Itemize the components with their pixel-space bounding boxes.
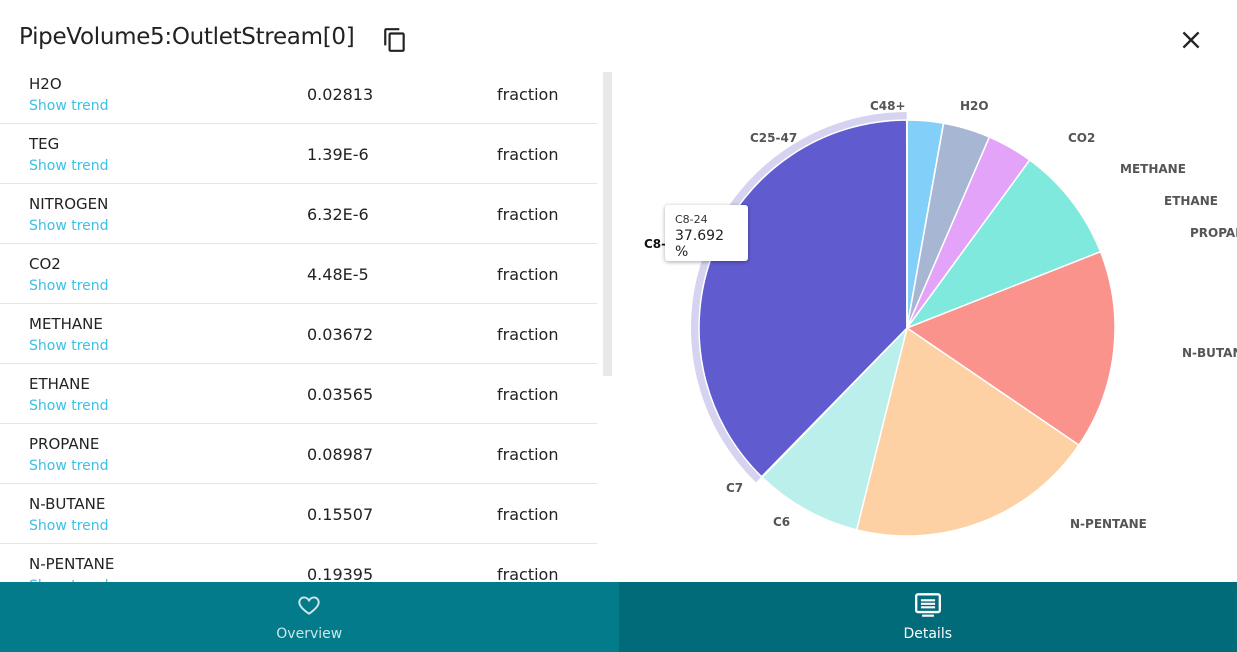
component-value: 0.08987 bbox=[307, 445, 374, 464]
table-row: ETHANE Show trend 0.03565 fraction bbox=[0, 364, 597, 424]
slice-label: N-PENTANE bbox=[1070, 517, 1147, 531]
component-name: N-PENTANE bbox=[29, 555, 115, 573]
component-value: 0.15507 bbox=[307, 505, 374, 524]
show-trend-link[interactable]: Show trend bbox=[29, 338, 109, 354]
dialog-title: PipeVolume5:OutletStream[0] bbox=[19, 24, 355, 50]
component-unit: fraction bbox=[497, 385, 559, 404]
slice-label: ETHANE bbox=[1164, 194, 1218, 208]
show-trend-link[interactable]: Show trend bbox=[29, 98, 109, 114]
component-unit: fraction bbox=[497, 565, 559, 582]
tooltip-label: C8-24 bbox=[675, 213, 708, 226]
table-row: N-PENTANE Show trend 0.19395 fraction bbox=[0, 544, 597, 582]
component-unit: fraction bbox=[497, 505, 559, 524]
slice-label: C7 bbox=[726, 481, 743, 495]
table-row: CO2 Show trend 4.48E-5 fraction bbox=[0, 244, 597, 304]
slice-label: H2O bbox=[960, 99, 989, 113]
table-row: N-BUTANE Show trend 0.15507 fraction bbox=[0, 484, 597, 544]
scrollbar[interactable] bbox=[603, 72, 612, 376]
show-trend-link[interactable]: Show trend bbox=[29, 398, 109, 414]
show-trend-link[interactable]: Show trend bbox=[29, 278, 109, 294]
tab-details-label: Details bbox=[903, 626, 953, 642]
list-detail-icon bbox=[914, 593, 941, 617]
component-unit: fraction bbox=[497, 325, 559, 344]
pie-chart: H2O CO2 METHANE ETHANE PROPANE N-BUTANE N-PENT… bbox=[644, 99, 1237, 537]
show-trend-link[interactable]: Show trend bbox=[29, 458, 109, 474]
component-value: 4.48E-5 bbox=[307, 265, 369, 284]
slice-label: C25-47 bbox=[750, 131, 797, 145]
tab-details[interactable]: Details bbox=[618, 582, 1237, 652]
tab-overview[interactable]: Overview bbox=[0, 582, 619, 652]
show-trend-link[interactable]: Show trend bbox=[29, 158, 109, 174]
component-value: 6.32E-6 bbox=[307, 205, 369, 224]
component-name: CO2 bbox=[29, 255, 61, 273]
table-row: METHANE Show trend 0.03672 fraction bbox=[0, 304, 597, 364]
slice-label: CO2 bbox=[1068, 131, 1095, 145]
slice-label: C8- bbox=[644, 237, 666, 251]
table-row: TEG Show trend 1.39E-6 fraction bbox=[0, 124, 597, 184]
chart-tooltip: C8-24 37.692 % bbox=[665, 205, 748, 261]
table-row: NITROGEN Show trend 6.32E-6 fraction bbox=[0, 184, 597, 244]
component-value: 0.03565 bbox=[307, 385, 374, 404]
component-unit: fraction bbox=[497, 265, 559, 284]
slice-label: C6 bbox=[773, 515, 790, 529]
component-value: 0.19395 bbox=[307, 565, 374, 582]
component-name: METHANE bbox=[29, 315, 103, 333]
show-trend-link[interactable]: Show trend bbox=[29, 518, 109, 534]
component-name: N-BUTANE bbox=[29, 495, 106, 513]
tooltip-value: 37.692 % bbox=[675, 228, 724, 260]
slice-label: METHANE bbox=[1120, 162, 1186, 176]
close-icon[interactable] bbox=[1178, 27, 1204, 53]
table-row: PROPANE Show trend 0.08987 fraction bbox=[0, 424, 597, 484]
component-value: 0.02813 bbox=[307, 85, 374, 104]
component-name: ETHANE bbox=[29, 375, 90, 393]
tab-overview-label: Overview bbox=[276, 626, 343, 642]
component-name: H2O bbox=[29, 75, 62, 93]
slice-label: N-BUTANE bbox=[1182, 346, 1237, 360]
component-unit: fraction bbox=[497, 85, 559, 104]
component-name: PROPANE bbox=[29, 435, 100, 453]
component-name: TEG bbox=[29, 135, 60, 153]
pie-slice-n-pentane[interactable] bbox=[855, 326, 1080, 537]
copy-icon[interactable] bbox=[382, 26, 408, 54]
component-unit: fraction bbox=[497, 205, 559, 224]
pie-slice-propane[interactable] bbox=[904, 159, 1102, 330]
pie-slice-n-butane[interactable] bbox=[905, 250, 1116, 447]
show-trend-link[interactable]: Show trend bbox=[29, 578, 109, 582]
component-unit: fraction bbox=[497, 145, 559, 164]
component-unit: fraction bbox=[497, 445, 559, 464]
component-value: 0.03672 bbox=[307, 325, 374, 344]
component-name: NITROGEN bbox=[29, 195, 109, 213]
slice-label: PROPANE bbox=[1190, 226, 1237, 240]
table-row: H2O Show trend 0.02813 fraction bbox=[0, 64, 597, 124]
slice-label: C48+ bbox=[870, 99, 906, 113]
component-value: 1.39E-6 bbox=[307, 145, 369, 164]
heart-icon bbox=[298, 596, 320, 615]
show-trend-link[interactable]: Show trend bbox=[29, 218, 109, 234]
bottom-tabs: Overview Details bbox=[0, 582, 1237, 652]
pie-slice-c6[interactable] bbox=[761, 325, 909, 531]
component-list: H2O Show trend 0.02813 fraction TEG Show … bbox=[0, 64, 597, 582]
